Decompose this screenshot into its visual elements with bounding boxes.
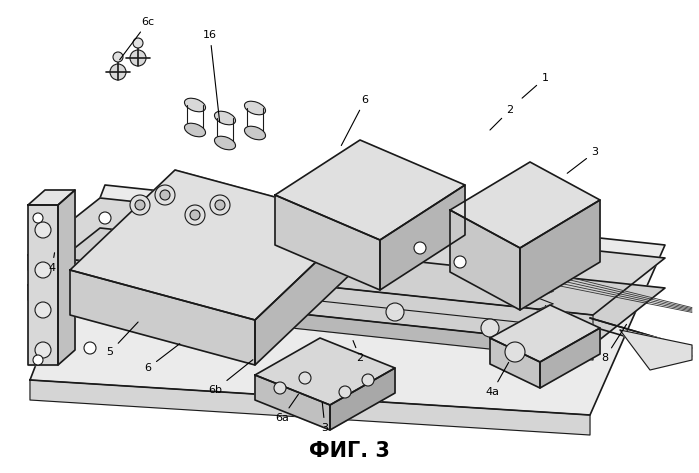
Ellipse shape: [185, 98, 206, 112]
Polygon shape: [620, 330, 692, 370]
Circle shape: [454, 256, 466, 268]
Circle shape: [35, 302, 51, 318]
Text: 2: 2: [353, 341, 363, 363]
Text: 6c: 6c: [120, 17, 154, 60]
Text: 1: 1: [522, 73, 549, 98]
Polygon shape: [28, 228, 665, 345]
Text: 16: 16: [203, 30, 219, 122]
Text: 2: 2: [490, 105, 514, 130]
Ellipse shape: [185, 123, 206, 137]
Circle shape: [35, 222, 51, 238]
Polygon shape: [450, 162, 600, 248]
Polygon shape: [255, 375, 330, 430]
Polygon shape: [490, 338, 540, 388]
Polygon shape: [28, 255, 593, 330]
Circle shape: [414, 242, 426, 254]
Circle shape: [185, 205, 205, 225]
Polygon shape: [255, 338, 395, 405]
Circle shape: [35, 342, 51, 358]
Ellipse shape: [245, 101, 266, 115]
Circle shape: [33, 213, 43, 223]
Ellipse shape: [215, 136, 236, 150]
Text: 6: 6: [145, 344, 180, 373]
Text: 4a: 4a: [485, 362, 509, 397]
Text: 3: 3: [567, 147, 598, 173]
Polygon shape: [520, 200, 600, 310]
Polygon shape: [330, 368, 395, 430]
Polygon shape: [380, 185, 465, 290]
Circle shape: [386, 303, 404, 321]
Ellipse shape: [245, 126, 266, 140]
Circle shape: [84, 342, 96, 354]
Circle shape: [481, 319, 499, 337]
Text: 4: 4: [48, 253, 55, 273]
Polygon shape: [540, 328, 600, 388]
Circle shape: [505, 342, 525, 362]
Circle shape: [190, 210, 200, 220]
Circle shape: [216, 271, 234, 289]
Polygon shape: [70, 170, 360, 320]
Text: 5: 5: [106, 322, 138, 357]
Circle shape: [274, 382, 286, 394]
Circle shape: [99, 212, 111, 224]
Circle shape: [210, 195, 230, 215]
Circle shape: [113, 52, 123, 62]
Ellipse shape: [215, 111, 236, 125]
Circle shape: [215, 200, 225, 210]
Polygon shape: [28, 190, 75, 205]
Text: 3: 3: [322, 403, 329, 433]
Circle shape: [339, 386, 351, 398]
Circle shape: [299, 372, 311, 384]
Text: ФИГ. 3: ФИГ. 3: [309, 441, 390, 461]
Circle shape: [155, 185, 175, 205]
Polygon shape: [28, 285, 593, 360]
Circle shape: [135, 200, 145, 210]
Polygon shape: [28, 205, 58, 365]
Polygon shape: [70, 270, 255, 365]
Circle shape: [130, 50, 146, 66]
Polygon shape: [30, 185, 665, 415]
Text: 6b: 6b: [208, 360, 253, 395]
Text: 6: 6: [341, 95, 368, 146]
Text: 6a: 6a: [275, 394, 298, 423]
Circle shape: [33, 355, 43, 365]
Circle shape: [160, 190, 170, 200]
Polygon shape: [30, 380, 590, 435]
Circle shape: [130, 195, 150, 215]
Polygon shape: [275, 140, 465, 240]
Polygon shape: [58, 190, 75, 365]
Circle shape: [301, 286, 319, 304]
Circle shape: [139, 299, 157, 317]
Circle shape: [362, 374, 374, 386]
Polygon shape: [490, 305, 600, 362]
Polygon shape: [255, 220, 360, 365]
Circle shape: [133, 38, 143, 48]
Polygon shape: [28, 198, 665, 315]
Polygon shape: [450, 210, 520, 310]
Text: 8: 8: [601, 324, 626, 363]
Circle shape: [35, 262, 51, 278]
Circle shape: [110, 64, 126, 80]
Polygon shape: [275, 195, 380, 290]
